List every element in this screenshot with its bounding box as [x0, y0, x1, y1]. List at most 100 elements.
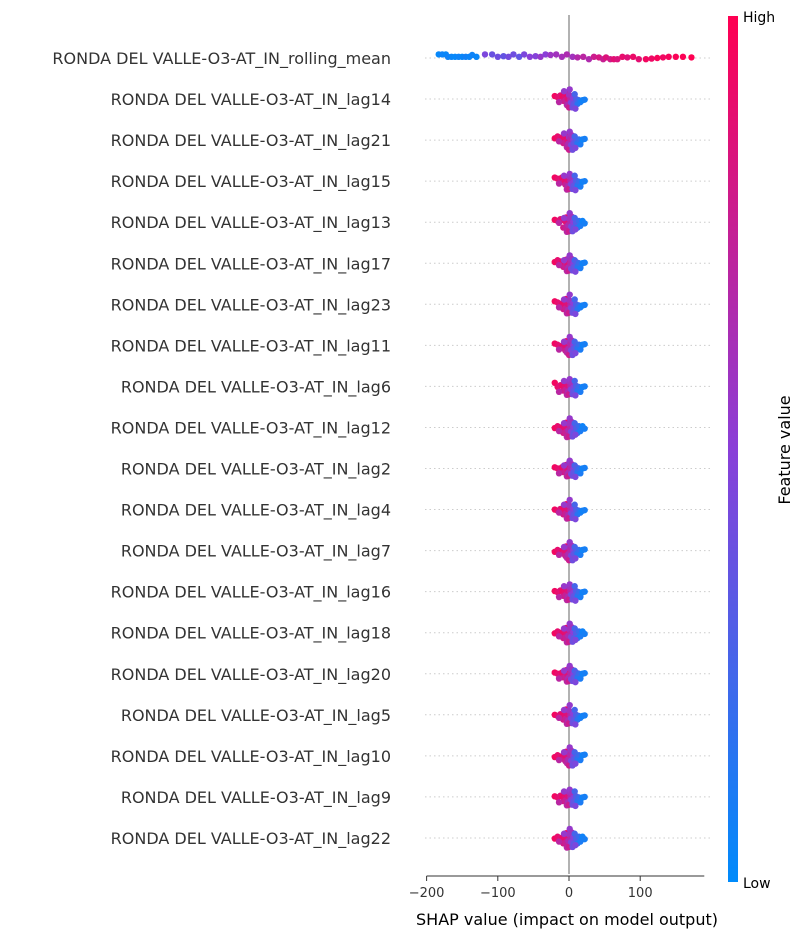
colorbar-title: Feature value — [775, 395, 794, 504]
shap-point — [555, 756, 563, 764]
shap-point — [577, 264, 584, 272]
shap-point — [560, 338, 568, 345]
colorbar-low-label: Low — [743, 876, 771, 892]
shap-point — [581, 464, 588, 472]
shap-point — [572, 636, 579, 644]
shap-point — [572, 186, 579, 194]
shap-point — [619, 53, 626, 60]
shap-point — [505, 53, 512, 60]
feature-label: RONDA DEL VALLE-O3-AT_IN_lag17 — [111, 254, 391, 274]
shap-point — [572, 760, 579, 767]
shap-point — [532, 53, 539, 60]
shap-point — [555, 470, 563, 477]
shap-point — [571, 583, 578, 590]
shap-point — [581, 340, 588, 348]
x-tick-label: 0 — [565, 886, 573, 901]
shap-point — [560, 462, 568, 469]
colorbar-high-label: High — [743, 10, 775, 26]
colorbar-gradient — [728, 16, 738, 882]
shap-point — [555, 633, 563, 640]
shap-point — [581, 751, 588, 758]
shap-point — [558, 53, 566, 60]
shap-point — [572, 268, 579, 275]
shap-point — [642, 56, 650, 63]
x-axis: −200 −100 0 100 SHAP value (impact on model… — [409, 875, 718, 929]
shap-point — [494, 53, 501, 60]
shap-point — [581, 835, 588, 843]
shap-point — [581, 301, 588, 309]
shap-point — [572, 721, 579, 728]
shap-point — [577, 346, 584, 353]
shap-point — [572, 802, 579, 810]
feature-label: RONDA DEL VALLE-O3-AT_IN_lag12 — [111, 418, 391, 438]
shap-point — [581, 96, 588, 103]
shap-point — [566, 702, 573, 709]
shap-point — [581, 546, 588, 553]
feature-labels: RONDA DEL VALLE-O3-AT_IN_rolling_mean RON… — [52, 49, 391, 849]
shap-point — [560, 214, 568, 222]
shap-point — [581, 177, 588, 185]
shap-point — [572, 392, 579, 399]
colorbar: High Low Feature value — [728, 10, 794, 892]
shap-point — [566, 86, 573, 93]
shap-point — [577, 675, 584, 682]
shap-point — [577, 593, 584, 601]
shap-point — [572, 473, 579, 481]
shap-point — [581, 425, 588, 432]
feature-label: RONDA DEL VALLE-O3-AT_IN_lag20 — [111, 665, 391, 685]
shap-point — [571, 377, 578, 385]
shap-point — [581, 588, 588, 595]
shap-point — [515, 53, 523, 60]
shap-point — [590, 53, 598, 60]
shap-point — [581, 383, 588, 390]
feature-label: RONDA DEL VALLE-O3-AT_IN_lag16 — [111, 583, 391, 603]
shap-point — [555, 98, 563, 106]
shap-point — [555, 427, 563, 435]
shap-point — [572, 144, 579, 152]
feature-label: RONDA DEL VALLE-O3-AT_IN_lag13 — [111, 213, 391, 233]
shap-point — [560, 296, 568, 303]
shap-point — [577, 756, 584, 764]
shap-point — [537, 53, 544, 60]
shap-point — [577, 141, 584, 148]
shap-point — [581, 220, 588, 227]
shap-point — [635, 56, 642, 63]
shap-point — [560, 377, 568, 385]
shap-point — [581, 506, 588, 514]
shap-point — [555, 346, 563, 353]
shap-point — [560, 830, 568, 837]
shap-point — [654, 54, 661, 62]
shap-point — [572, 349, 579, 357]
shap-point — [581, 793, 588, 801]
shap-point — [572, 431, 579, 438]
shap-point — [563, 51, 571, 58]
shap-point — [624, 54, 631, 61]
shap-point — [572, 597, 579, 604]
shap-point — [574, 54, 581, 61]
shap-point — [555, 799, 563, 806]
shap-point — [560, 501, 568, 508]
shap-point — [585, 56, 593, 63]
shap-point — [555, 304, 563, 311]
shap-point — [577, 551, 584, 558]
shap-point — [555, 261, 563, 269]
shap-point — [566, 496, 573, 504]
shap-point — [577, 799, 584, 806]
shap-point — [577, 470, 584, 477]
x-tick-label: −100 — [480, 886, 516, 901]
shap-point — [520, 51, 528, 58]
x-tick-label: −200 — [409, 886, 445, 901]
shap-point — [572, 555, 579, 562]
shap-point — [560, 749, 568, 756]
shap-point — [473, 53, 480, 60]
shap-point — [481, 51, 489, 58]
feature-label: RONDA DEL VALLE-O3-AT_IN_lag15 — [111, 172, 391, 192]
shap-point — [555, 138, 563, 145]
shap-point — [552, 51, 560, 58]
feature-label: RONDA DEL VALLE-O3-AT_IN_lag9 — [121, 788, 391, 808]
shap-point — [560, 257, 568, 264]
shap-point — [560, 172, 568, 179]
shap-point — [555, 593, 563, 601]
shap-point — [665, 53, 672, 60]
